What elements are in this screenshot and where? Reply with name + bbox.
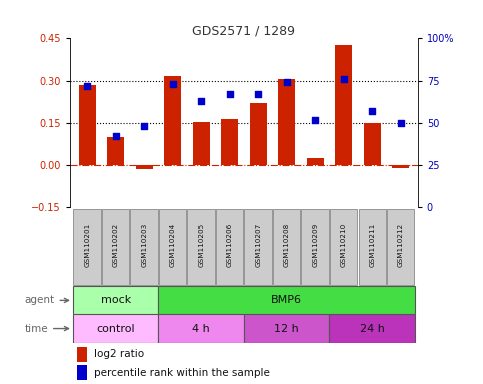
Text: GSM110211: GSM110211 [369, 223, 375, 267]
Point [140, 123, 148, 129]
Bar [77, 365, 87, 380]
Bar [392, 165, 409, 168]
Text: 12 h: 12 h [274, 324, 299, 334]
Bar [244, 209, 272, 285]
Bar [216, 209, 243, 285]
Title: GDS2571 / 1289: GDS2571 / 1289 [192, 24, 296, 37]
Point [197, 98, 205, 104]
Text: percentile rank within the sample: percentile rank within the sample [94, 367, 270, 377]
Point [312, 116, 319, 122]
Bar [273, 209, 300, 285]
Text: GSM110206: GSM110206 [227, 223, 233, 267]
Point [397, 120, 405, 126]
Bar [330, 209, 357, 285]
Text: 24 h: 24 h [360, 324, 384, 334]
Text: log2 ratio: log2 ratio [94, 349, 144, 359]
Text: GSM110205: GSM110205 [198, 223, 204, 267]
Bar [136, 165, 153, 169]
Text: control: control [96, 324, 135, 334]
Bar [77, 347, 87, 362]
Bar [102, 209, 129, 285]
Text: GSM110207: GSM110207 [255, 223, 261, 267]
Bar [358, 209, 386, 285]
Text: mock: mock [100, 295, 131, 305]
Text: GSM110208: GSM110208 [284, 223, 290, 267]
Bar [159, 209, 186, 285]
Point [255, 91, 262, 97]
Text: time: time [25, 324, 69, 334]
Bar [73, 209, 101, 285]
Point [369, 108, 376, 114]
Point [283, 79, 291, 85]
Text: 4 h: 4 h [192, 324, 210, 334]
Text: GSM110209: GSM110209 [312, 223, 318, 267]
Bar [335, 45, 352, 165]
Bar [244, 314, 329, 343]
Point [83, 83, 91, 89]
Bar [79, 85, 96, 165]
Bar [364, 123, 381, 165]
Point [226, 91, 233, 97]
Bar [250, 103, 267, 165]
Text: GSM110203: GSM110203 [141, 223, 147, 267]
Text: GSM110210: GSM110210 [341, 223, 347, 267]
Bar [107, 137, 124, 165]
Bar [158, 314, 244, 343]
Bar [73, 286, 158, 314]
Text: GSM110202: GSM110202 [113, 223, 119, 267]
Point [112, 133, 119, 139]
Bar [164, 76, 181, 165]
Text: GSM110212: GSM110212 [398, 223, 404, 267]
Bar [130, 209, 158, 285]
Bar [307, 158, 324, 165]
Bar [158, 286, 415, 314]
Bar [73, 314, 158, 343]
Text: GSM110204: GSM110204 [170, 223, 176, 267]
Bar [221, 119, 238, 165]
Bar [387, 209, 414, 285]
Point [169, 81, 176, 87]
Bar [329, 314, 415, 343]
Bar [278, 79, 295, 165]
Text: agent: agent [25, 295, 69, 305]
Bar [193, 121, 210, 165]
Point [340, 76, 348, 82]
Bar [301, 209, 329, 285]
Bar [187, 209, 215, 285]
Text: BMP6: BMP6 [271, 295, 302, 305]
Text: GSM110201: GSM110201 [84, 223, 90, 267]
